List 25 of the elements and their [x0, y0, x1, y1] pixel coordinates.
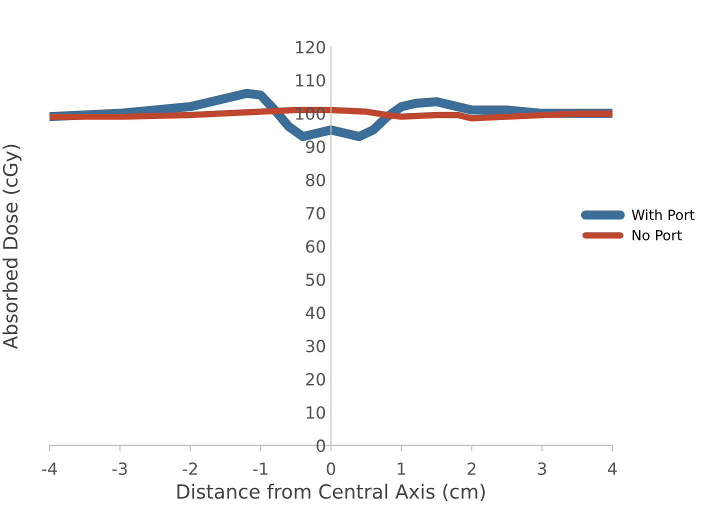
- y-tick-label: 90: [306, 140, 326, 154]
- x-axis-title: Distance from Central Axis (cm): [177, 484, 485, 502]
- x-tick-label: -2: [182, 462, 197, 475]
- y-tick-label: 0: [316, 439, 326, 452]
- x-tick-label: 2: [468, 462, 476, 475]
- legend-label: With Port: [632, 209, 694, 220]
- y-axis-title: Absorbed Dose (cGy): [2, 144, 22, 350]
- x-tick-label: -1: [253, 462, 268, 475]
- y-tick-label: 50: [306, 273, 326, 286]
- legend-label: No Port: [632, 230, 682, 240]
- y-tick-label: 10: [306, 406, 326, 419]
- y-tick-label: 120: [296, 40, 326, 54]
- x-tick-label: 0: [326, 462, 336, 476]
- x-tick-label: -4: [42, 462, 57, 475]
- y-tick-label: 70: [306, 206, 326, 220]
- y-tick-label: 80: [306, 174, 326, 186]
- y-tick-label: 30: [306, 340, 326, 352]
- x-tick-label: 4: [608, 462, 617, 475]
- x-tick-label: -3: [112, 462, 127, 476]
- y-tick-label: 110: [296, 74, 326, 87]
- y-tick-label: 20: [306, 372, 326, 386]
- y-tick-label: 40: [306, 306, 326, 320]
- x-tick-label: 3: [538, 462, 546, 476]
- x-tick-label: 1: [398, 462, 406, 475]
- y-tick-label: 60: [306, 240, 326, 253]
